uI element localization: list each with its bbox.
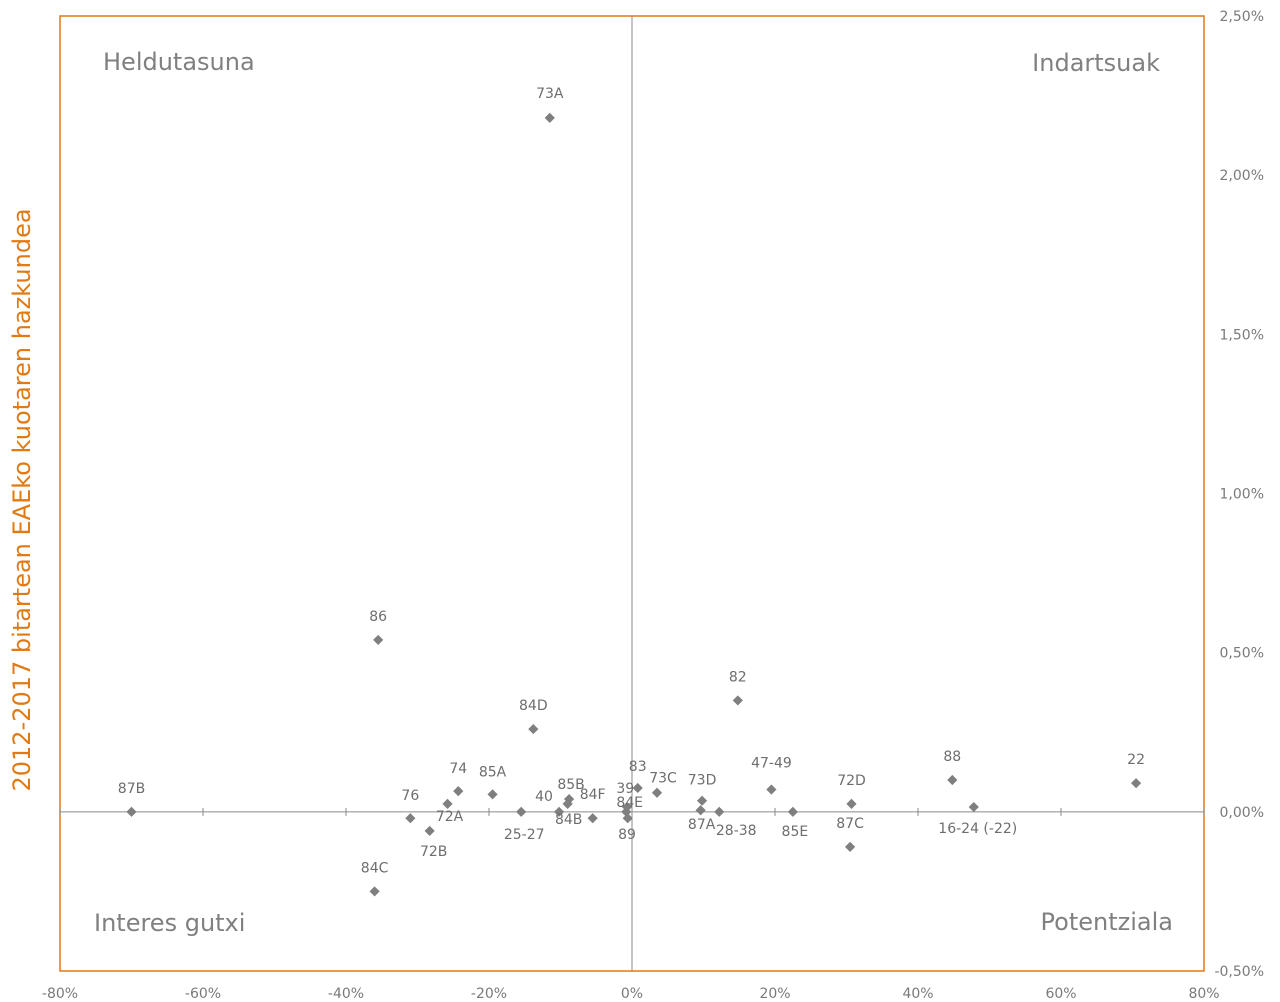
data-point-marker [968,801,979,813]
data-point-marker [544,112,555,123]
x-tick-label: 20% [759,986,790,1002]
data-point-label: 89 [618,827,636,843]
data-point-label: 22 [1127,752,1145,768]
y-tick-label: 0,50% [1220,646,1264,662]
x-tick-label: 80% [1188,986,1219,1002]
x-tick-label: -40% [328,986,364,1002]
data-point-marker [696,795,708,806]
data-point-marker [844,841,856,852]
data-point-label: 84F [580,787,606,803]
data-point-label: 25-27 [504,827,545,843]
data-point-label: 28-38 [716,823,757,839]
data-point-label: 73C [649,771,677,787]
data-point-label: 73A [536,86,564,102]
data-point-marker [553,806,565,817]
data-point-label: 84D [519,698,548,714]
y-axis-title: 2012-2017 bitartean EAEko kuotaren hazku… [8,208,36,791]
data-point-label: 87B [118,781,145,797]
data-point-label: 40 [535,789,553,805]
data-point-marker [563,794,575,805]
data-point-marker [846,798,857,809]
data-point-marker [632,782,643,794]
x-tick-label: 60% [1045,986,1076,1002]
data-point-marker [1130,778,1142,789]
y-tick-label: 1,00% [1220,487,1264,503]
data-point-label: 87C [836,816,864,832]
data-point-marker [516,806,527,817]
x-tick-label: -60% [185,986,221,1002]
x-tick-label: -80% [42,986,78,1002]
data-point-label: 88 [943,749,961,765]
data-point-marker [587,813,598,824]
data-point-label: 76 [401,788,419,804]
data-point-label: 82 [729,669,747,685]
data-point-marker [651,787,663,798]
data-point-marker [787,806,798,817]
data-point-marker [405,813,416,824]
data-point-marker [373,634,384,646]
data-point-marker [695,805,706,816]
x-tick-label: 0% [621,986,643,1002]
y-tick-label: -0,50% [1214,964,1264,980]
data-point-marker [622,813,633,824]
data-point-marker [947,774,958,786]
data-point-marker [453,786,464,797]
x-tick-label: 40% [902,986,933,1002]
data-point-label: 85E [782,824,809,840]
quadrant-label-bottom-right: Potentziala [1041,908,1173,936]
quadrant-label-top-right: Indartsuak [1032,49,1160,77]
data-point-label: 85B [557,777,584,793]
data-point-marker [369,886,380,897]
data-point-label: 84E [616,795,643,811]
data-point-marker [732,695,743,706]
data-point-marker [714,806,725,817]
data-point-label: 83 [629,759,647,775]
data-point-marker [528,723,539,735]
data-point-label: 84B [555,812,582,828]
data-point-label: 72D [837,773,866,789]
x-tick-label: -20% [471,986,507,1002]
data-point-marker [126,806,137,817]
y-tick-label: 1,50% [1220,327,1264,343]
quadrant-label-top-left: Heldutasuna [103,48,255,76]
data-point-label: 85A [479,764,507,780]
data-point-marker [766,784,777,795]
quadrant-label-bottom-left: Interes gutxi [94,909,245,937]
data-point-label: 73D [688,773,717,789]
y-tick-label: 2,00% [1220,168,1264,184]
data-point-label: 84C [361,860,389,876]
y-tick-label: 0,00% [1220,805,1264,821]
data-point-label: 86 [369,609,387,625]
data-point-label: 47-49 [751,756,792,772]
y-tick-label: 2,50% [1220,9,1264,25]
data-point-label: 74 [449,761,467,777]
data-point-marker [487,789,498,800]
data-point-label: 87A [688,817,716,833]
data-point-marker [442,798,453,809]
data-point-marker [424,825,435,837]
data-point-marker [621,801,633,813]
data-point-label: 16-24 (-22) [938,821,1017,837]
data-point-label: 72B [420,844,447,860]
data-point-label: 72A [436,809,464,825]
data-point-label: 39 [616,781,634,797]
